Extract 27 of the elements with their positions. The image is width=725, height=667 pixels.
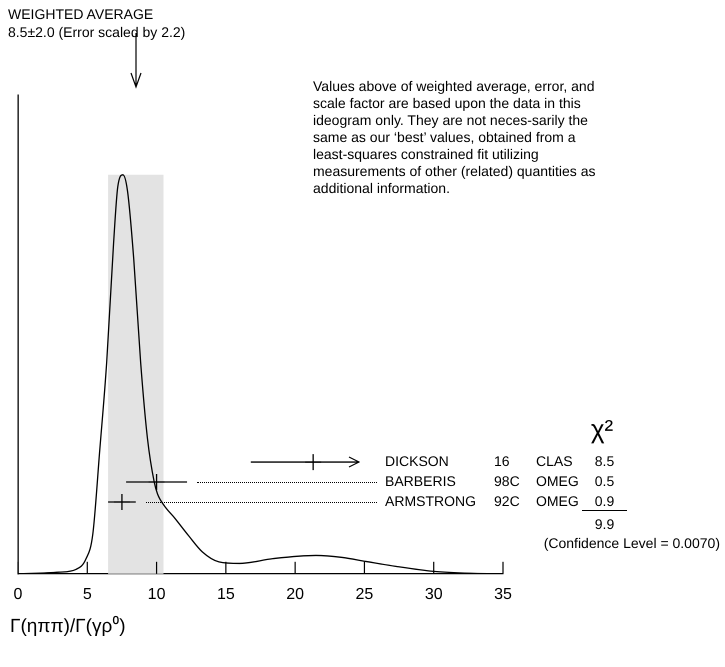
chart-subtitle: 8.5±2.0 (Error scaled by 2.2) (8, 24, 186, 41)
text: CLAS (536, 453, 573, 470)
text: 8.5 (594, 453, 616, 470)
x-tick-label: 15 (216, 586, 235, 603)
x-tick-label: 35 (494, 586, 512, 603)
x-tick-label: 25 (356, 586, 374, 603)
x-tick-label: 20 (286, 586, 304, 603)
legend-label: DICKSON (385, 453, 449, 470)
x-tick-label: 10 (148, 586, 166, 603)
x-tick-label: 5 (82, 586, 92, 603)
text: 0.9 (582, 492, 627, 511)
text: BARBERIS (385, 473, 456, 490)
text: (Confidence Level = 0.0070) (544, 534, 720, 552)
x-tick-label: 0 (14, 586, 23, 603)
x-axis-title: Γ(ηππ)/Γ(γρ⁰) (10, 616, 126, 637)
chart-title: WEIGHTED AVERAGE (8, 6, 154, 23)
text: OMEG (536, 492, 579, 510)
text: OMEG (536, 473, 579, 490)
annotation: Values above of weighted average, error, and scale factor are based upon the data in this ideogram only. They are not neces-sarily the same as our ‘best’ values, obtained from a least-squares constrained fit utilizing measurements of other (related) quantities as additional information. (313, 78, 596, 197)
x-tick-label: 30 (424, 586, 443, 603)
text: 9.9 (594, 516, 616, 533)
annotation: 16 (494, 453, 510, 470)
text: 0.5 (594, 473, 616, 490)
annotation: 92C (494, 492, 520, 510)
text: ARMSTRONG (385, 492, 476, 510)
annotation: 98C (494, 473, 520, 490)
text: χ² (590, 414, 614, 444)
